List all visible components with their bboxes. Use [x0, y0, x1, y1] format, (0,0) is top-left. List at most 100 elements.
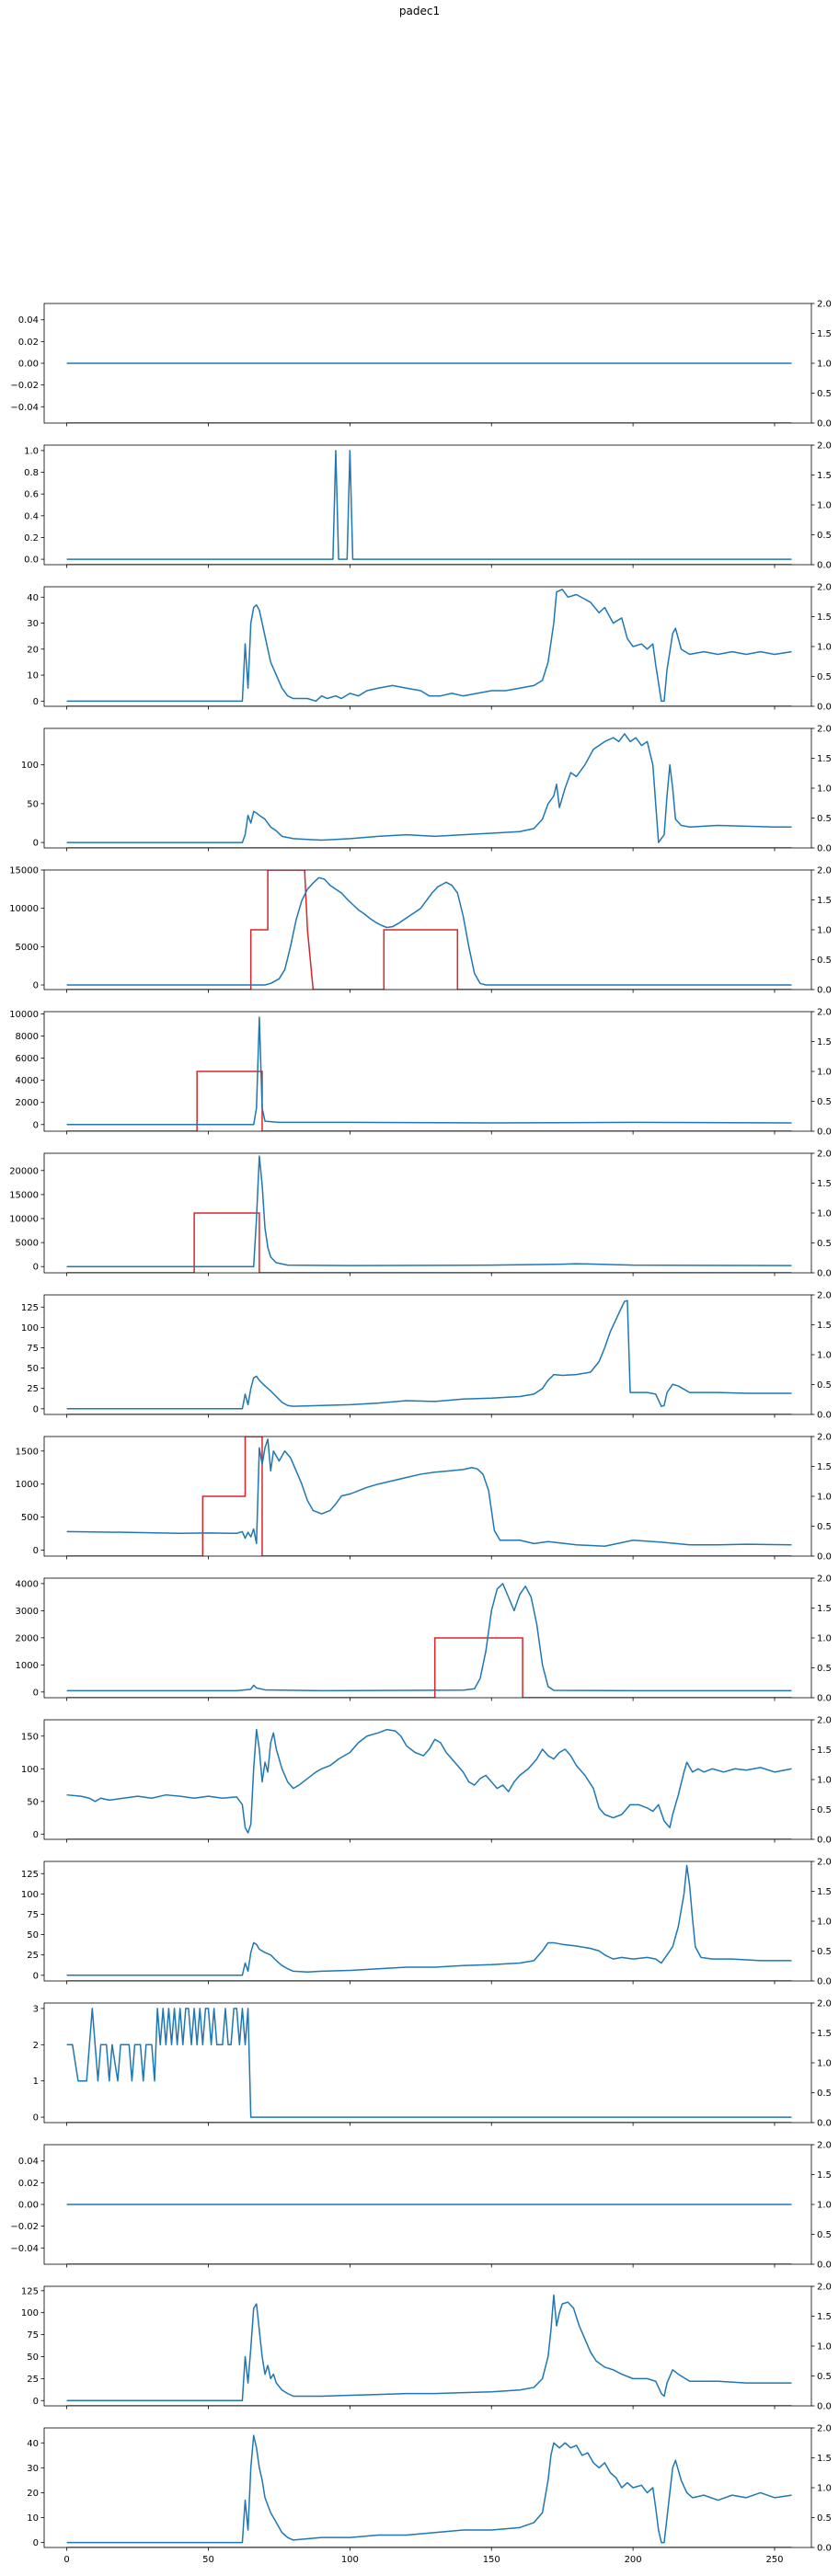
secondary-y-tick-label: 2.0 [817, 866, 832, 876]
y-tick-label: 10 [27, 2513, 39, 2524]
secondary-y-tick-label: 0.0 [817, 1694, 832, 1704]
panel-4: 0 50 100 0.0 0.5 1.0 1.5 2.0 [21, 725, 832, 854]
secondary-y-tick-label: 0.5 [817, 2372, 832, 2382]
panel-frame [43, 1436, 812, 1557]
primary-series-line [66, 1299, 792, 1410]
panel-10: 0 1000 2000 3000 4000 0.0 0.5 1.0 1.5 2.0 [16, 1574, 832, 1704]
secondary-y-tick-label: 1.0 [817, 1351, 832, 1361]
secondary-y-tick-label: 0.5 [817, 2089, 832, 2099]
x-tick-label: 250 [765, 2555, 783, 2565]
y-tick-label: 0.00 [18, 360, 39, 370]
x-tick-label: 200 [625, 2555, 642, 2565]
y-tick-label: 25 [27, 1951, 39, 1961]
y-tick-label: 4000 [16, 1076, 39, 1086]
secondary-y-tick-label: 2.0 [817, 441, 832, 452]
y-tick-label: 100 [21, 1890, 39, 1900]
y-tick-label: 50 [27, 2353, 39, 2363]
panels: −0.04−0.020.000.020.040.00.51.01.52.00.0… [9, 300, 832, 2566]
y-tick-label: 0 [33, 2397, 39, 2407]
primary-series-line [66, 1583, 792, 1692]
secondary-y-tick-label: 1.5 [817, 1462, 832, 1472]
y-tick-label: 0.04 [18, 315, 39, 326]
secondary-y-tick-label: 0.5 [817, 1805, 832, 1815]
secondary-y-tick-label: 1.0 [817, 1209, 832, 1219]
panel-7: 0 5000 10000 15000 20000 0.0 0.5 1.0 1.5 2.0 [9, 1150, 832, 1279]
y-tick-label: 3000 [16, 1607, 39, 1617]
panel-frame [43, 2427, 812, 2548]
primary-series-line [66, 589, 792, 703]
y-tick-label: 20 [27, 2489, 39, 2499]
y-tick-label: 125 [21, 1303, 39, 1313]
secondary-y-tick-label: 0.0 [817, 1836, 832, 1846]
panel-1: −0.04 −0.02 0.00 0.02 0.04 0.0 0.5 1.0 1.5 2.0 [10, 300, 832, 429]
y-tick-label: 25 [27, 1384, 39, 1394]
x-tick-label: 100 [341, 2555, 359, 2565]
secondary-y-tick-label: 2.0 [817, 1008, 832, 1018]
y-tick-label: 100 [21, 1323, 39, 1334]
y-tick-label: 0.6 [24, 490, 39, 500]
primary-series-line [66, 1155, 792, 1267]
secondary-y-tick-label: 1.5 [817, 613, 832, 623]
secondary-y-tick-label: 1.0 [817, 2342, 832, 2353]
secondary-y-tick-label: 0.0 [817, 2402, 832, 2412]
secondary-series-line [66, 1212, 792, 1273]
panel-13: 0 1 2 3 0.0 0.5 1.0 1.5 2.0 [33, 1999, 832, 2129]
y-tick-label: 50 [27, 1930, 39, 1941]
y-tick-label: 0.02 [18, 338, 39, 348]
secondary-y-tick-label: 1.5 [817, 1604, 832, 1614]
primary-series-line [66, 2294, 792, 2402]
secondary-y-tick-label: 2.0 [817, 583, 832, 593]
panel-16: 0 10 20 30 40 0.0 0.5 1.0 1.5 2.0 0 50 100 150 200 250 [27, 2424, 832, 2566]
y-tick-label: 50 [27, 1797, 39, 1807]
secondary-y-tick-label: 2.0 [817, 1574, 832, 1585]
secondary-y-tick-label: 2.0 [817, 1433, 832, 1443]
y-tick-label: 15000 [9, 1190, 39, 1200]
secondary-y-tick-label: 2.0 [817, 1150, 832, 1160]
y-tick-label: 40 [27, 2439, 39, 2449]
y-tick-label: 0 [33, 839, 39, 849]
y-tick-label: 40 [27, 593, 39, 603]
y-tick-label: 10000 [9, 1010, 39, 1020]
secondary-y-tick-label: 2.0 [817, 2283, 832, 2293]
secondary-series-line [66, 1070, 792, 1131]
secondary-y-tick-label: 1.5 [817, 1037, 832, 1048]
y-tick-label: 8000 [16, 1032, 39, 1042]
y-tick-label: 1000 [16, 1480, 39, 1490]
secondary-y-tick-label: 0.0 [817, 844, 832, 854]
panel-frame [43, 1011, 812, 1132]
y-tick-label: 0.04 [18, 2157, 39, 2167]
y-tick-label: 30 [27, 2464, 39, 2474]
panel-6: 0 2000 4000 6000 8000 10000 0.0 0.5 1.0 1.5 2.0 [9, 1008, 832, 1138]
primary-series-line [66, 2434, 792, 2544]
y-tick-label: 25 [27, 2375, 39, 2385]
y-tick-label: 50 [27, 799, 39, 809]
panel-14: −0.04 −0.02 0.00 0.02 0.04 0.0 0.5 1.0 1.5 2.0 [10, 2141, 832, 2271]
y-tick-label: 125 [21, 2286, 39, 2296]
secondary-y-tick-label: 0.0 [817, 419, 832, 429]
secondary-y-tick-label: 2.0 [817, 1291, 832, 1301]
secondary-y-tick-label: 1.0 [817, 2484, 832, 2494]
primary-series-line [66, 2008, 792, 2118]
y-tick-label: 0 [33, 2538, 39, 2548]
secondary-y-tick-label: 2.0 [817, 1999, 832, 2009]
y-tick-label: 0 [33, 1688, 39, 1698]
y-tick-label: 0 [33, 981, 39, 991]
y-tick-label: 2000 [16, 1098, 39, 1108]
panel-15: 0 25 50 75 100 125 0.0 0.5 1.0 1.5 2.0 [21, 2283, 832, 2412]
secondary-y-tick-label: 0.0 [817, 986, 832, 996]
secondary-y-tick-label: 1.0 [817, 1776, 832, 1786]
y-tick-label: 1000 [16, 1661, 39, 1671]
y-tick-label: 15000 [9, 866, 39, 876]
secondary-y-tick-label: 0.5 [817, 2513, 832, 2524]
secondary-y-tick-label: 1.5 [817, 1746, 832, 1756]
y-tick-label: 0.0 [24, 555, 39, 566]
panel-9: 0 500 1000 1500 0.0 0.5 1.0 1.5 2.0 [16, 1433, 832, 1563]
secondary-y-tick-label: 1.0 [817, 784, 832, 795]
panel-2: 0.0 0.2 0.4 0.6 0.8 1.0 0.0 0.5 1.0 1.5 2.0 [24, 441, 832, 571]
y-tick-label: 100 [21, 1765, 39, 1775]
x-tick-label: 0 [63, 2555, 69, 2565]
secondary-y-tick-label: 1.5 [817, 329, 832, 339]
y-tick-label: 0 [33, 1830, 39, 1840]
y-tick-label: −0.04 [10, 403, 39, 413]
secondary-series-line [66, 1637, 792, 1698]
